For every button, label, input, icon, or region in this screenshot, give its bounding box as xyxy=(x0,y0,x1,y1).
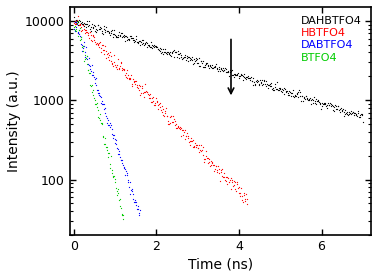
Legend: DAHBTFO4, HBTFO4, DABTFO4, BTFO4: DAHBTFO4, HBTFO4, DABTFO4, BTFO4 xyxy=(298,13,366,66)
X-axis label: Time (ns): Time (ns) xyxy=(188,257,253,271)
Y-axis label: Intensity (a.u.): Intensity (a.u.) xyxy=(7,70,21,172)
